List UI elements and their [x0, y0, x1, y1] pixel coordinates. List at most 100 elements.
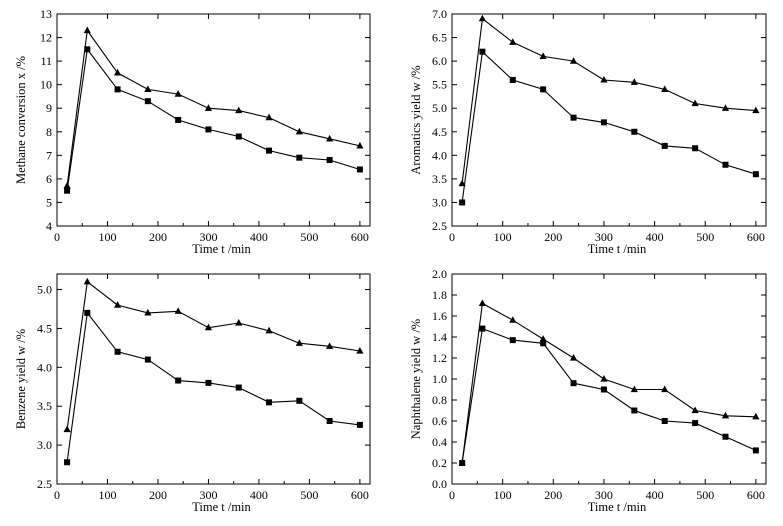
plot-frame [56, 273, 371, 485]
x-tick-label: 100 [98, 230, 116, 244]
data-point-triangle [174, 307, 182, 314]
x-tick-label: 300 [595, 488, 613, 502]
data-point-triangle [83, 277, 91, 285]
data-point-triangle [235, 106, 243, 114]
x-tick-label: 200 [544, 488, 562, 502]
y-tick-label: 3.0 [432, 195, 447, 209]
data-point-square [114, 86, 121, 93]
x-tick-label: 400 [250, 488, 268, 502]
data-point-triangle [691, 406, 699, 414]
x-tick-label: 0 [54, 230, 60, 244]
data-point-square [509, 76, 516, 83]
chart-panel-1: 0 100 200 300 400 500 600 4 5 6 7 8 9 10 11 12 13 Time t … [14, 7, 371, 256]
x-tick-label: 300 [199, 230, 217, 244]
data-point-triangle [326, 134, 334, 142]
data-point-triangle [600, 375, 608, 382]
data-point-triangle [569, 57, 578, 64]
y-tick-label: 7.0 [432, 7, 447, 21]
data-point-square [540, 86, 547, 93]
y-tick-label: 2.5 [37, 477, 52, 491]
data-point-square [175, 377, 182, 384]
y-tick-label: 4.0 [432, 148, 447, 162]
data-point-triangle [144, 308, 152, 316]
data-point-triangle [356, 141, 364, 149]
y-tick-label: 12 [40, 31, 52, 45]
data-point-square [356, 421, 363, 428]
data-point-square [752, 171, 759, 178]
data-point-triangle [356, 347, 364, 354]
data-point-triangle [630, 78, 638, 85]
x-tick-label: 100 [98, 488, 116, 502]
data-point-square [266, 399, 273, 406]
data-point-square [459, 460, 466, 466]
series-square [64, 46, 363, 194]
y-axis-title: Methane conversion x /% [14, 56, 28, 184]
data-point-square [326, 157, 333, 164]
data-point-square [631, 407, 638, 414]
data-point-triangle [204, 323, 213, 331]
y-axis-title: Naphthalene yield w /% [409, 319, 423, 439]
y-tick-label: 10 [40, 78, 52, 92]
data-point-triangle [235, 319, 243, 326]
data-point-triangle [113, 68, 122, 76]
data-point-triangle [569, 354, 578, 361]
y-tick-label: 0.0 [432, 477, 447, 491]
data-point-square [84, 46, 91, 53]
data-point-triangle [539, 52, 547, 59]
y-tick-label: 0.6 [432, 414, 447, 428]
data-point-square [692, 420, 699, 427]
data-point-triangle [539, 335, 547, 342]
x-tick-label: 600 [351, 230, 369, 244]
data-point-triangle [83, 26, 91, 34]
y-tick-label: 5.0 [432, 101, 447, 115]
data-point-triangle [630, 385, 638, 393]
chart-panel-3: 0 100 200 300 400 500 600 2.5 3.0 3.5 4.0 4.5 5.0 Tim… [14, 273, 371, 514]
x-tick-label: 0 [449, 230, 455, 244]
series-line [461, 302, 756, 464]
series-line [66, 29, 361, 187]
x-tick-label: 500 [696, 230, 714, 244]
y-tick-label: 4.5 [432, 125, 447, 139]
data-point-triangle [295, 339, 303, 346]
data-point-square [64, 187, 71, 194]
data-point-triangle [661, 385, 669, 393]
data-point-square [205, 126, 212, 133]
data-point-square [64, 459, 71, 466]
y-tick-label: 1.4 [432, 330, 447, 344]
data-point-square [722, 161, 729, 168]
y-tick-label: 5.0 [37, 283, 52, 297]
data-point-square [296, 154, 303, 161]
x-tick-label: 100 [494, 488, 512, 502]
y-tick-label: 3.5 [37, 399, 52, 413]
x-axis-title: Time t /min [192, 500, 251, 514]
y-tick-label: 5.5 [432, 78, 447, 92]
data-point-square [752, 447, 759, 454]
data-point-triangle [144, 85, 152, 92]
y-tick-label: 5 [46, 195, 52, 209]
data-point-square [205, 379, 212, 386]
data-point-triangle [113, 301, 122, 308]
data-point-triangle [478, 299, 486, 306]
plot-frame [451, 273, 767, 485]
data-point-triangle [721, 411, 730, 419]
data-point-square [692, 145, 699, 152]
data-point-triangle [265, 113, 273, 121]
data-point-square [661, 418, 668, 424]
x-tick-label: 300 [199, 488, 217, 502]
x-tick-label: 600 [747, 488, 765, 502]
plot-frame [56, 13, 371, 227]
y-tick-label: 6 [46, 172, 52, 186]
y-tick-label: 1.8 [432, 288, 447, 302]
data-point-triangle [752, 412, 760, 420]
x-tick-label: 300 [595, 230, 613, 244]
data-point-square [144, 98, 151, 105]
x-axis-title: Time t /min [192, 242, 251, 256]
series-triangle [458, 14, 760, 187]
y-tick-label: 1.6 [432, 309, 447, 323]
data-point-square [326, 418, 333, 424]
x-tick-label: 200 [149, 488, 167, 502]
y-tick-label: 4 [46, 219, 52, 233]
x-tick-label: 600 [351, 488, 369, 502]
chart-panel-4: 0 100 200 300 400 500 600 0.0 0.2 0.4 0.6 0.8 1.0 1.2… [409, 267, 767, 514]
